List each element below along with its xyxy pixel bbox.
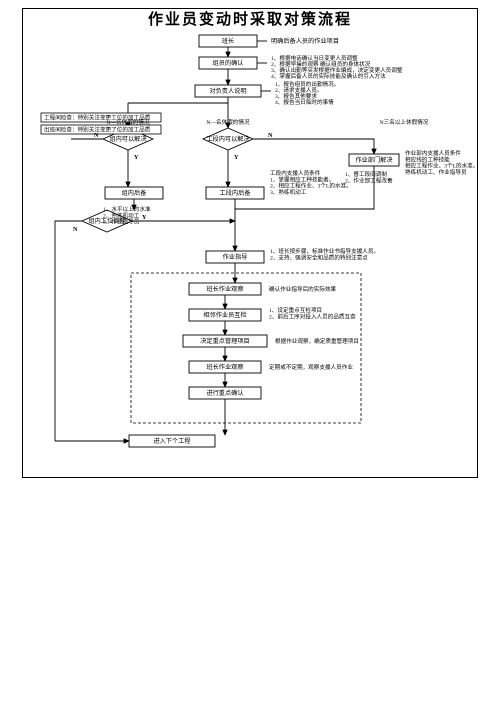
b13: 进入下个工程 [129,435,215,447]
svg-text:2、根据早操的观察 确认组员的身体状况: 2、根据早操的观察 确认组员的身体状况 [271,60,371,68]
frame: 作业员变动时采取对策流程 班长组员的确认对负责人说明组内可以解决 工段内可以解决组… [22,8,478,478]
svg-text:N—名休假的情况: N—名休假的情况 [206,118,250,126]
svg-text:相应工程作业、3个L的水准。: 相应工程作业、3个L的水准。 [405,162,478,170]
svg-text:进行重点确认: 进行重点确认 [206,389,243,397]
svg-text:对负责人说明: 对负责人说明 [209,87,246,95]
svg-text:3、确认出勤等突发根据作业编成，决定变更人员调整: 3、确认出勤等突发根据作业编成，决定变更人员调整 [271,66,403,74]
svg-text:1、掌握相应工种技能者。: 1、掌握相应工种技能者。 [270,175,334,183]
flowchart: 班长组员的确认对负责人说明组内可以解决 工段内可以解决组内后备 工段内后备 作业部门解… [23,31,479,479]
svg-text:根据作业观察，确定质重管理项目: 根据作业观察，确定质重管理项目 [275,337,359,345]
b7: 作业指导 [206,251,264,263]
svg-text:4、掌握后备人员的实际技能及确认的引入方法: 4、掌握后备人员的实际技能及确认的引入方法 [271,72,386,80]
svg-text:Y: Y [234,154,239,161]
svg-text:作业部门解决: 作业部门解决 [355,156,392,164]
b9: 相邻作业员互检 [189,309,261,321]
svg-text:熟练机动工、作业指导员: 熟练机动工、作业指导员 [405,168,467,176]
svg-text:1、设定重点互检项目: 1、设定重点互检项目 [269,306,322,314]
svg-text:1、督工段间调制: 1、督工段间调制 [345,170,387,178]
svg-text:1、报告组员的出勤情况。: 1、报告组员的出勤情况。 [275,80,339,88]
svg-text:3、作业指导员: 3、作业指导员 [103,218,140,226]
svg-text:进入下个工程: 进入下个工程 [153,437,190,445]
svg-text:工段内后备: 工段内后备 [220,189,252,197]
svg-text:N—名休假的情况: N—名休假的情况 [106,118,150,126]
b3: 对负责人说明 [195,85,261,97]
svg-text:N三名以上休假情况: N三名以上休假情况 [380,118,429,126]
svg-text:明确后备人员的作业项目: 明确后备人员的作业项目 [271,37,339,45]
svg-text:组内后备: 组内后备 [122,189,148,197]
svg-text:定期或不定期，观察支援人员作业: 定期或不定期，观察支援人员作业 [269,363,353,371]
b11: 班长作业观察 [189,361,261,373]
page: 作业员变动时采取对策流程 班长组员的确认对负责人说明组内可以解决 工段内可以解决组… [0,0,500,708]
svg-text:2、前后工序对投入人员的品质互查: 2、前后工序对投入人员的品质互查 [269,312,356,320]
svg-text:工段内可以解决: 工段内可以解决 [206,135,249,143]
svg-text:班长作业观察: 班长作业观察 [206,285,243,293]
svg-text:4、报告当日临时的事情: 4、报告当日临时的事情 [275,98,334,106]
svg-text:组内可以解决: 组内可以解决 [109,135,146,143]
svg-text:N: N [73,226,78,233]
title: 作业员变动时采取对策流程 [23,9,477,31]
svg-text:2、作业部工程改善: 2、作业部工程改善 [345,176,393,184]
svg-text:决定重点管理项目: 决定重点管理项目 [200,337,250,345]
b2: 组员的确认 [199,57,257,69]
svg-text:作业部内支援人员条件: 作业部内支援人员条件 [405,149,461,157]
b5: 工段内后备 [206,187,264,199]
b4: 组内后备 [105,187,163,199]
b10: 决定重点管理项目 [183,335,267,347]
svg-text:工段内支援人员条件: 工段内支援人员条件 [270,169,321,177]
b1: 班长 [199,35,257,47]
svg-text:1、班长按步骤，标准作业书指导支援人员。: 1、班长按步骤，标准作业书指导支援人员。 [270,247,379,255]
b6: 作业部门解决 [349,154,399,166]
svg-text:组员的确认: 组员的确认 [213,59,244,67]
svg-text:3、报告其他要求: 3、报告其他要求 [275,92,317,100]
svg-text:相应线的工种技能: 相应线的工种技能 [405,155,450,163]
b8: 班长作业观察 [189,283,261,295]
svg-text:Y: Y [134,154,139,161]
svg-text:2、熟练机动工: 2、熟练机动工 [103,211,140,219]
svg-text:2、请求支援人员。: 2、请求支援人员。 [275,86,323,94]
svg-text:确认作业指导后的实际效果: 确认作业指导后的实际效果 [269,285,337,293]
svg-text:1、根据电话确认当日变更人员调整: 1、根据电话确认当日变更人员调整 [271,54,358,62]
analysis-panel [131,273,361,423]
svg-text:班长: 班长 [222,37,234,45]
svg-text:N: N [268,132,273,139]
svg-text:Y: Y [142,214,147,221]
b12: 进行重点确认 [189,387,261,399]
svg-text:2、相应工程作业、3个L的水准。: 2、相应工程作业、3个L的水准。 [270,182,352,190]
svg-text:作业指导: 作业指导 [223,253,248,261]
d2: 工段内可以解决 [203,128,253,150]
svg-text:出班间检查：特别关注变更了位的加工品质: 出班间检查：特别关注变更了位的加工品质 [44,126,151,134]
svg-text:2、支持、强调安全和品质的特别注意点: 2、支持、强调安全和品质的特别注意点 [270,253,368,261]
svg-text:班长作业观察: 班长作业观察 [206,363,243,371]
svg-text:相邻作业员互检: 相邻作业员互检 [203,311,246,319]
svg-text:3、熟练机动工: 3、熟练机动工 [270,188,307,196]
svg-text:1、水平以上的水准: 1、水平以上的水准 [103,205,151,213]
